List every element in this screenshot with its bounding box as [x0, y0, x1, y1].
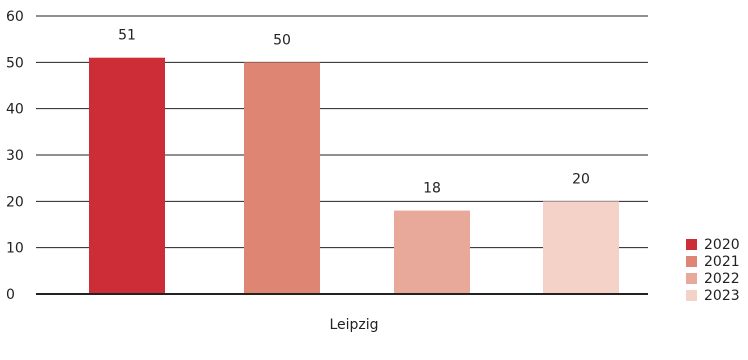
bar-2021 [244, 62, 320, 295]
x-axis-category-labels: Leipzig [329, 317, 378, 333]
legend-swatch-2021 [686, 256, 697, 267]
y-axis-tick-labels: 0 10 20 30 40 50 60 [6, 9, 24, 303]
bars [89, 57, 619, 295]
data-labels: 51 50 18 20 [118, 28, 590, 197]
category-label: Leipzig [329, 317, 378, 333]
data-label-2023: 20 [572, 171, 590, 187]
bar-2022 [394, 210, 470, 294]
legend-swatch-2023 [686, 290, 697, 301]
y-tick-label: 40 [6, 102, 24, 118]
legend-label-2021: 2021 [704, 254, 740, 270]
legend-label-2020: 2020 [704, 237, 740, 253]
data-label-2021: 50 [273, 32, 291, 48]
legend-label-2022: 2022 [704, 271, 740, 287]
bar-2023 [543, 201, 619, 294]
legend-swatch-2022 [686, 273, 697, 284]
legend-label-2023: 2023 [704, 288, 740, 304]
y-tick-label: 30 [6, 148, 24, 164]
y-tick-label: 10 [6, 241, 24, 257]
legend-swatch-2020 [686, 239, 697, 250]
y-tick-label: 0 [6, 287, 15, 303]
y-tick-label: 20 [6, 194, 24, 210]
y-tick-label: 60 [6, 9, 24, 25]
data-label-2022: 18 [423, 181, 441, 197]
bar-2020 [89, 57, 165, 295]
y-tick-label: 50 [6, 55, 24, 71]
data-label-2020: 51 [118, 28, 136, 44]
